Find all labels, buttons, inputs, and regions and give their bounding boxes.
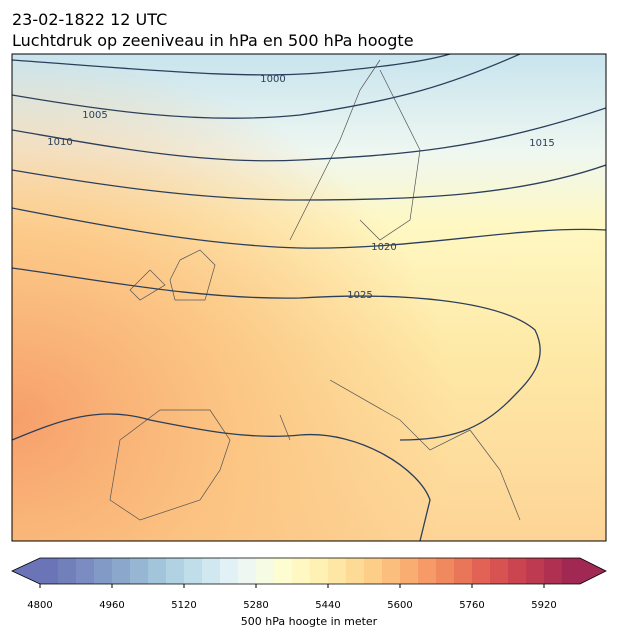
colorbar-cell <box>148 558 167 584</box>
title-line: 23-02-1822 12 UTC <box>12 10 167 29</box>
colorbar-cell <box>238 558 257 584</box>
colorbar-cell <box>472 558 491 584</box>
colorbar-cell <box>490 558 509 584</box>
map-frame <box>11 53 607 542</box>
colorbar-label: 500 hPa hoogte in meter <box>241 615 378 628</box>
colorbar-cell <box>310 558 329 584</box>
colorbar-cell <box>130 558 149 584</box>
contour-label: 1005 <box>82 110 107 121</box>
colorbar-cell <box>400 558 419 584</box>
colorbar-cell <box>508 558 527 584</box>
colorbar-tick-label: 5600 <box>387 600 412 611</box>
colorbar-tick-label: 5440 <box>315 600 340 611</box>
contour-label: 1020 <box>371 242 396 253</box>
colorbar-cell <box>112 558 131 584</box>
contour-label: 1000 <box>260 74 285 85</box>
colorbar-cell <box>256 558 275 584</box>
colorbar-cell <box>40 558 59 584</box>
title-line: Luchtdruk op zeeniveau in hPa en 500 hPa… <box>12 31 414 50</box>
colorbar-extend-low <box>12 558 40 584</box>
colorbar-cell <box>58 558 77 584</box>
colorbar-cell <box>94 558 113 584</box>
colorbar-tick-label: 5760 <box>459 600 484 611</box>
contour-label: 1015 <box>529 138 554 149</box>
colorbar-tick-label: 5920 <box>531 600 556 611</box>
colorbar-cell <box>364 558 383 584</box>
colorbar-cell <box>544 558 563 584</box>
map <box>12 54 606 541</box>
colorbar-tick-label: 4960 <box>99 600 124 611</box>
colorbar-cell <box>454 558 473 584</box>
colorbar-cell <box>202 558 221 584</box>
contour-labels: 1000 1005 1010 1015 1020 1025 <box>47 74 554 301</box>
colorbar-cell <box>76 558 95 584</box>
colorbar-cell <box>274 558 293 584</box>
colorbar-cell <box>184 558 203 584</box>
colorbar-cell <box>562 558 581 584</box>
colorbar-cell <box>328 558 347 584</box>
colorbar-cell <box>346 558 365 584</box>
colorbar-cell <box>166 558 185 584</box>
colorbar-cell <box>526 558 545 584</box>
colorbar-cell <box>292 558 311 584</box>
colorbar: 4800 4960 5120 5280 5440 5600 5760 5920 <box>11 557 607 611</box>
colorbar-cell <box>436 558 455 584</box>
contour-label: 1025 <box>347 290 372 301</box>
colorbar-cell <box>418 558 437 584</box>
colorbar-cell <box>220 558 239 584</box>
colorbar-tick-label: 4800 <box>27 600 52 611</box>
contour-label: 1010 <box>47 137 72 148</box>
colorbar-extend-high <box>580 558 606 584</box>
colorbar-tick-label: 5280 <box>243 600 268 611</box>
colorbar-cell <box>382 558 401 584</box>
colorbar-tick-label: 5120 <box>171 600 196 611</box>
